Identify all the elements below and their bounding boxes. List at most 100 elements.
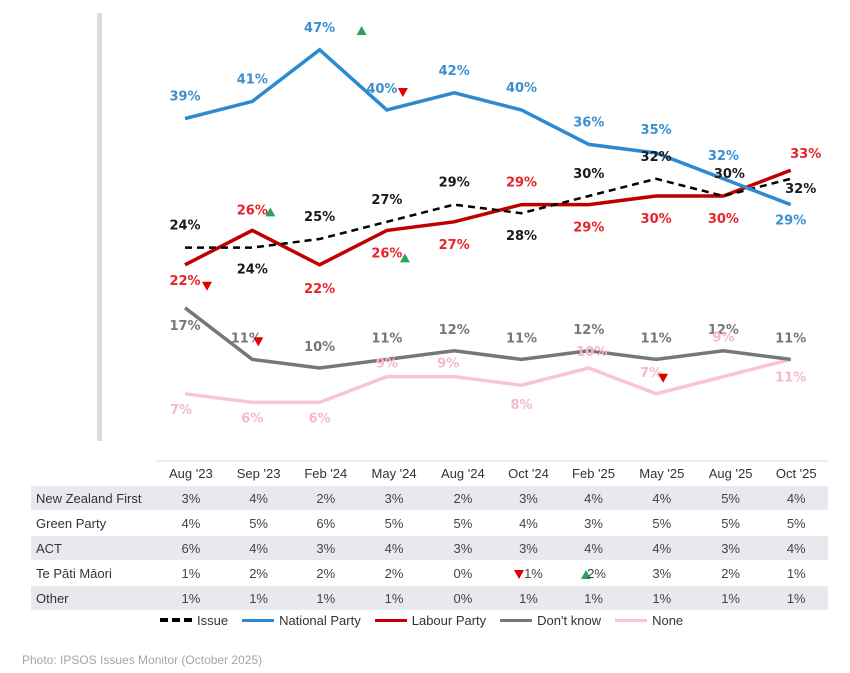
data-label-national-party: 47% — [304, 21, 335, 36]
data-label-don-t-know: 11% — [506, 331, 537, 346]
series-line-labour-party — [184, 168, 792, 267]
table-cell: 4% — [359, 535, 430, 561]
cell-value: 2% — [249, 565, 268, 581]
table-cell: 0% — [429, 585, 497, 610]
cell-value: 3% — [584, 515, 603, 531]
data-label-labour-party: 22% — [169, 274, 200, 289]
table-cell: 3% — [292, 535, 360, 561]
table-cell: 4% — [560, 485, 627, 511]
row-label: Green Party — [31, 510, 157, 536]
table-cell: 1% — [696, 585, 765, 610]
data-label-issue: 25% — [304, 210, 335, 225]
decrease-marker-icon — [514, 569, 525, 579]
data-label-issue: 28% — [506, 229, 537, 244]
data-label-none: 10% — [576, 345, 607, 360]
table-row: New Zealand First 3% 4% 2% 3% 2% 3% 4% 4% 5% 4% — [31, 485, 828, 511]
data-label-don-t-know: 11% — [775, 331, 806, 346]
cell-value: 4% — [519, 515, 538, 531]
table-cell: 5% — [626, 510, 697, 536]
data-label-none: 6% — [241, 411, 263, 426]
chart-svg: 24% 24% 25% 27% 29% 28% 30% 32% 30% 32% 39% 41% 47% 4… — [169, 21, 821, 427]
cell-value: 1% — [519, 590, 538, 606]
legend-swatch — [160, 618, 192, 622]
chart-axis-bar — [97, 13, 102, 441]
row-label: ACT — [31, 535, 157, 561]
data-label-don-t-know: 10% — [304, 340, 335, 355]
cell-value: 5% — [453, 515, 473, 531]
table-cell: 5% — [696, 485, 765, 511]
series-line-don-t-know — [183, 306, 791, 370]
table-cell: 1% — [764, 585, 828, 610]
cell-value: 1% — [786, 590, 806, 606]
table-cell: 4% — [560, 535, 627, 561]
table-cell: 3% — [496, 535, 561, 561]
column-header: Sep '23 — [224, 460, 293, 486]
legend-swatch — [374, 618, 407, 622]
data-label-none: 9% — [712, 331, 734, 346]
column-header: Feb '25 — [560, 460, 627, 486]
table-cell: 4% — [626, 485, 697, 511]
table-cell: 4% — [626, 535, 697, 561]
cell-value: 1% — [316, 590, 336, 606]
decrease-marker-icon — [397, 88, 408, 97]
data-label-none: 9% — [376, 357, 398, 372]
data-label-labour-party: 33% — [790, 147, 821, 162]
legend-item-none: None — [615, 613, 683, 628]
cell-value: 2% — [384, 565, 404, 581]
cell-value: 4% — [584, 540, 603, 556]
table-cell: 1% — [224, 585, 293, 610]
data-label-labour-party: 29% — [506, 176, 537, 191]
column-header: Aug '24 — [429, 460, 497, 486]
table-cell: 1% — [560, 585, 627, 610]
data-label-none: 11% — [775, 370, 806, 385]
cell-value: 6% — [181, 540, 201, 556]
cell-value: 3% — [384, 490, 404, 506]
cell-value: 3% — [652, 565, 672, 581]
data-label-don-t-know: 11% — [371, 331, 402, 346]
table-cell: 3% — [157, 485, 225, 511]
line-chart: 24% 24% 25% 27% 29% 28% 30% 32% 30% 32% 39% 41% 47% 4… — [97, 13, 821, 441]
data-label-national-party: 29% — [775, 214, 806, 229]
data-label-labour-party: 27% — [439, 238, 470, 253]
cell-value: 4% — [584, 490, 603, 506]
cell-value: 2% — [316, 490, 336, 506]
cell-value: 4% — [652, 540, 672, 556]
table-cell: 6% — [157, 535, 225, 561]
series-line-none — [184, 357, 792, 405]
table-row: ACT 6% 4% 3% 4% 3% 3% 4% 4% 3% 4% — [31, 535, 828, 561]
decrease-marker-icon — [202, 281, 212, 291]
table-row: Green Party 4% 5% 6% 5% 5% 4% 3% 5% 5% 5% — [31, 510, 828, 536]
cell-value: 4% — [384, 540, 404, 556]
row-label: Other — [31, 585, 157, 610]
table-corner — [31, 461, 157, 486]
table-cell: 2% — [696, 560, 765, 586]
increase-marker-icon — [356, 26, 367, 35]
column-header: May '24 — [359, 460, 430, 486]
cell-value: 5% — [249, 515, 268, 531]
table-cell: 5% — [696, 510, 765, 536]
table-cell: 4% — [496, 510, 561, 536]
cell-value: 2% — [453, 490, 473, 506]
series-line-national-party — [184, 47, 792, 207]
cell-value: 1% — [652, 590, 672, 606]
table-cell: 5% — [224, 510, 293, 536]
row-label: New Zealand First — [31, 485, 157, 511]
data-label-national-party: 41% — [237, 72, 268, 87]
cell-value: 4% — [249, 540, 268, 556]
cell-value: 1% — [524, 565, 543, 581]
table-cell: 1% — [292, 585, 360, 610]
data-label-national-party: 39% — [169, 90, 200, 105]
table-cell: 3% — [696, 535, 765, 561]
increase-marker-icon — [399, 253, 410, 263]
data-label-national-party: 35% — [641, 123, 672, 138]
data-label-labour-party: 26% — [237, 203, 268, 218]
data-label-issue: 32% — [641, 150, 672, 165]
data-label-don-t-know: 12% — [439, 323, 470, 338]
cell-value: 5% — [721, 515, 740, 531]
data-label-don-t-know: 12% — [708, 323, 739, 338]
legend-label: Labour Party — [411, 612, 487, 628]
legend-label: Don't know — [537, 612, 602, 628]
cell-value: 6% — [316, 515, 336, 531]
column-header: Aug '25 — [696, 460, 765, 486]
increase-marker-icon — [581, 569, 592, 579]
